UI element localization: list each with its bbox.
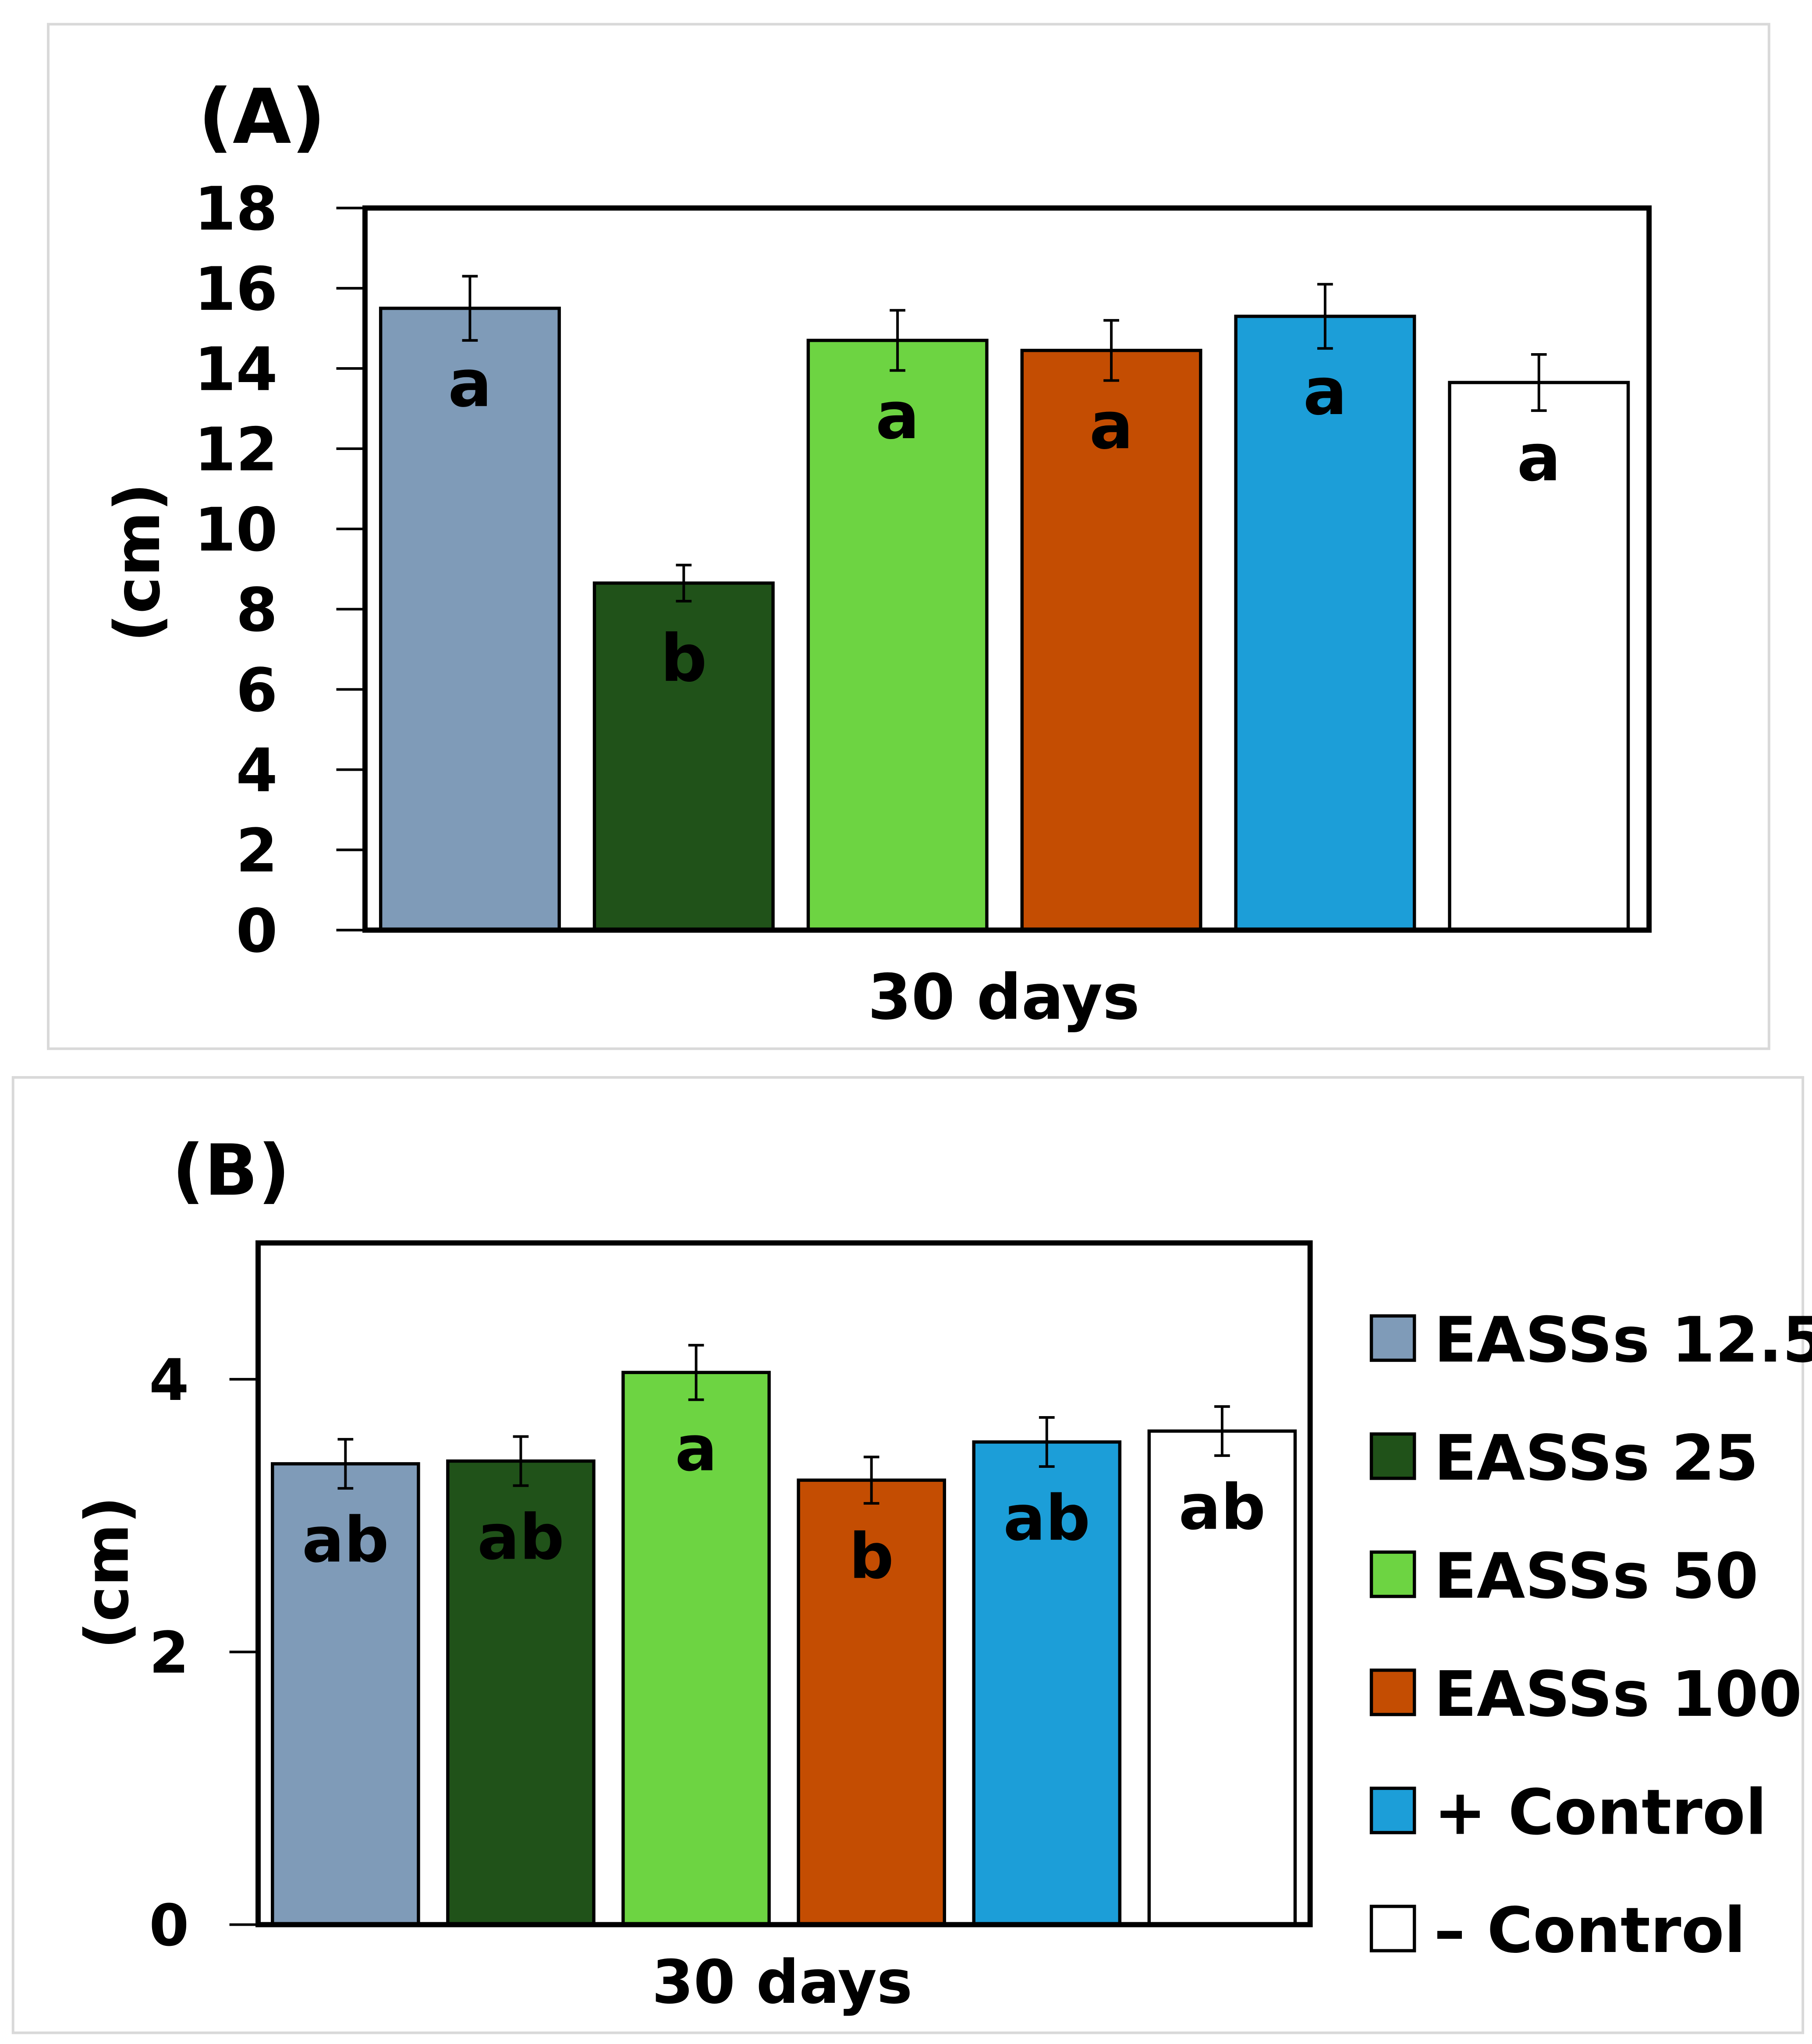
chart-a: a b a a a a 0 2 4 6 8 10 12 14 16 18 (A) 30 days (cm) (101, 73, 1652, 1034)
chart-a-y-tick-label: 2 (236, 816, 277, 886)
chart-b-bar-4 (797, 1478, 946, 1927)
legend-swatch-3 (1369, 1550, 1416, 1598)
chart-a-significance-label-1: a (448, 346, 492, 422)
chart-a-y-tick-label: 10 (194, 495, 277, 565)
chart-a-y-tick-label: 8 (236, 576, 277, 645)
chart-b-significance-label-1: ab (302, 1503, 389, 1576)
chart-a-panel-label: (A) (198, 73, 326, 161)
chart-a-x-axis-label: 30 days (868, 960, 1140, 1034)
chart-b-bar-1 (271, 1462, 420, 1927)
chart-a-bar-5 (1234, 315, 1416, 932)
chart-a-significance-label-6: a (1517, 420, 1561, 496)
chart-b-significance-label-5: ab (1003, 1481, 1090, 1555)
chart-a-y-tick-label: 0 (236, 896, 277, 966)
legend-swatch-1 (1369, 1314, 1416, 1362)
chart-b-y-tick-label: 0 (149, 1892, 189, 1959)
chart-b-y-axis-label: (cm) (73, 1496, 142, 1649)
chart-a-y-tick-label: 4 (236, 736, 277, 806)
legend-label-4: EASSs 100 (1434, 1658, 1802, 1731)
legend-label-5: + Control (1434, 1776, 1767, 1849)
chart-b-y-tick-label: 4 (149, 1347, 189, 1413)
chart-a-y-tick-label: 14 (194, 335, 277, 404)
chart-a-significance-label-3: a (876, 378, 919, 454)
chart-a-y-tick-label: 12 (194, 415, 277, 485)
chart-a-y-tick-label: 16 (194, 255, 277, 324)
chart-a-significance-label-5: a (1303, 354, 1347, 430)
chart-b-significance-label-4: b (849, 1520, 894, 1593)
chart-b-significance-label-2: ab (477, 1501, 564, 1574)
chart-b-significance-label-3: a (675, 1412, 717, 1485)
chart-a-y-axis-label: (cm) (101, 483, 174, 642)
chart-b-significance-label-6: ab (1179, 1470, 1266, 1544)
legend-swatch-6 (1369, 1905, 1416, 1952)
chart-b-x-axis-label: 30 days (652, 1948, 913, 2017)
legend-swatch-2 (1369, 1432, 1416, 1480)
legend: EASSs 12.5 EASSs 25 EASSs 50 EASSs 100 + Con… (1369, 1303, 1812, 1967)
legend-label-6: – Control (1434, 1894, 1745, 1967)
chart-b-bar-5 (972, 1440, 1122, 1927)
chart-a-bar-4 (1020, 349, 1202, 932)
chart-a-y-tick-label: 18 (194, 174, 277, 244)
legend-swatch-4 (1369, 1668, 1416, 1716)
chart-a-significance-label-4: a (1089, 388, 1133, 464)
chart-b-bar-6 (1147, 1429, 1297, 1927)
legend-label-1: EASSs 12.5 (1434, 1303, 1812, 1376)
chart-a-plot-area (362, 205, 1652, 933)
legend-swatch-5 (1369, 1786, 1416, 1835)
legend-label-2: EASSs 25 (1434, 1421, 1759, 1495)
chart-a-significance-label-2: b (660, 621, 707, 697)
legend-label-3: EASSs 50 (1434, 1539, 1759, 1612)
chart-b-plot-area (255, 1240, 1313, 1927)
chart-b-bar-2 (446, 1459, 596, 1927)
chart-b-y-tick-label: 2 (149, 1619, 189, 1686)
chart-b-panel-label: (B) (172, 1130, 290, 1212)
chart-a-y-tick-label: 6 (236, 656, 277, 726)
